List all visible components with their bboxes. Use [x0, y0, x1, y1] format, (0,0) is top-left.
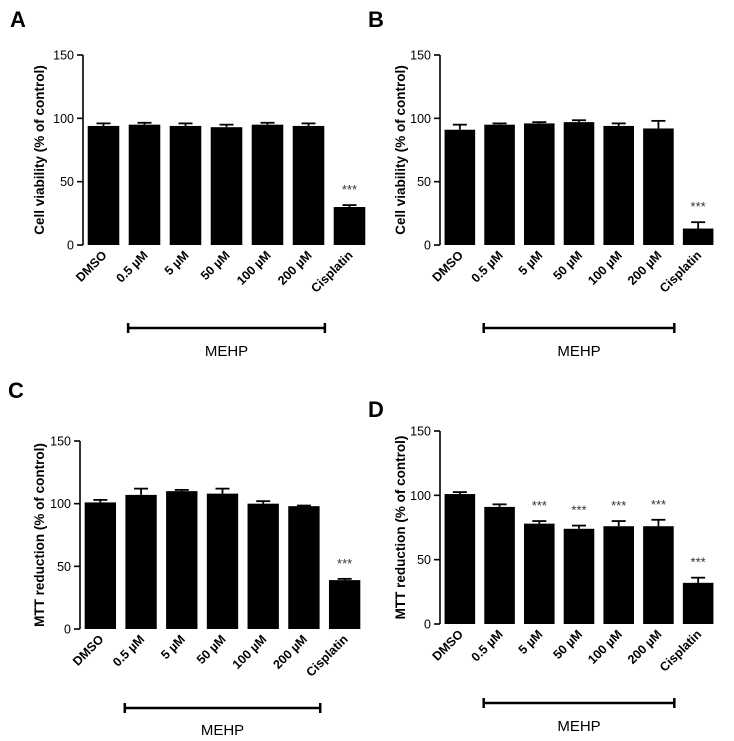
- x-tick-label: 0.5 µM: [469, 248, 506, 285]
- x-tick-label: 50 µM: [550, 627, 585, 662]
- y-tick-label: 100: [410, 112, 431, 126]
- bar: [643, 128, 674, 245]
- x-tick-label: Cisplatin: [657, 627, 704, 674]
- bar: [169, 125, 202, 245]
- bar: [292, 125, 325, 245]
- panel-letter: A: [10, 7, 26, 32]
- y-tick-label: 150: [50, 435, 71, 449]
- y-tick-label: 0: [67, 239, 74, 253]
- x-tick-label: 200 µM: [625, 627, 665, 667]
- y-tick-label: 100: [50, 497, 71, 511]
- x-tick-label: 50 µM: [198, 248, 233, 283]
- x-tick-label: 50 µM: [550, 248, 585, 283]
- x-tick-label: 100 µM: [585, 627, 625, 667]
- x-tick-label: 5 µM: [158, 632, 188, 662]
- y-tick-label: 50: [417, 175, 431, 189]
- panel-d: D MTT reduction (% of control) 0 50 100 150 DM…: [368, 397, 714, 735]
- x-tick-label: 200 µM: [270, 632, 310, 672]
- y-axis-label: MTT reduction (% of control): [393, 436, 408, 620]
- group-label: MEHP: [201, 722, 244, 739]
- group-label: MEHP: [557, 343, 600, 360]
- x-tick-label: 0.5 µM: [469, 627, 506, 664]
- bar: [328, 580, 361, 629]
- x-tick-label: 100 µM: [585, 248, 625, 288]
- significance-label: ***: [651, 497, 666, 512]
- y-tick-label: 0: [424, 239, 431, 253]
- bar: [210, 127, 243, 245]
- bar: [333, 207, 366, 245]
- panel-b: B Cell viability (% of control) 0 50 100 150 D…: [368, 7, 714, 360]
- significance-label: ***: [342, 182, 357, 197]
- y-tick-label: 150: [410, 425, 431, 439]
- x-tick-label: 50 µM: [194, 632, 229, 667]
- bar: [247, 503, 279, 629]
- bar: [603, 125, 635, 245]
- y-axis-label: Cell viability (% of control): [32, 65, 47, 235]
- y-tick-label: 0: [424, 618, 431, 632]
- panel-letter: C: [8, 378, 24, 403]
- bar: [523, 123, 555, 245]
- bar: [206, 493, 239, 629]
- significance-label: ***: [571, 503, 586, 518]
- x-tick-label: 200 µM: [625, 248, 665, 288]
- x-tick-label: 5 µM: [516, 248, 546, 278]
- bar: [523, 523, 555, 624]
- x-tick-label: DMSO: [430, 248, 467, 285]
- group-label: MEHP: [205, 343, 248, 360]
- bar: [84, 502, 117, 629]
- significance-label: ***: [532, 498, 547, 513]
- bar: [484, 124, 515, 245]
- x-tick-label: Cisplatin: [308, 248, 355, 295]
- panel-c: C MTT reduction (% of control) 0 50 100 150 DM…: [8, 378, 361, 739]
- x-tick-label: 100 µM: [230, 632, 270, 672]
- x-tick-label: DMSO: [70, 632, 107, 669]
- bar: [87, 125, 120, 245]
- bar: [484, 506, 515, 624]
- panel-a: A Cell viability (% of control) 0 50 100 150 D…: [10, 7, 366, 360]
- bar: [444, 494, 476, 624]
- y-tick-label: 0: [64, 623, 71, 637]
- x-tick-label: 100 µM: [234, 248, 274, 288]
- y-tick-label: 50: [417, 553, 431, 567]
- x-tick-label: Cisplatin: [657, 248, 704, 295]
- y-axis-label: Cell viability (% of control): [393, 65, 408, 235]
- bar: [563, 528, 595, 624]
- bar: [251, 124, 284, 245]
- x-tick-label: 5 µM: [162, 248, 192, 278]
- y-tick-label: 100: [410, 489, 431, 503]
- y-tick-label: 150: [410, 49, 431, 63]
- y-tick-label: 50: [57, 560, 71, 574]
- significance-label: ***: [337, 556, 352, 571]
- bar: [563, 122, 595, 245]
- x-tick-label: 0.5 µM: [110, 632, 147, 669]
- group-label: MEHP: [557, 718, 600, 735]
- bar: [603, 526, 635, 624]
- y-axis-label: MTT reduction (% of control): [32, 443, 47, 627]
- panel-letter: D: [368, 397, 384, 422]
- x-tick-label: 5 µM: [516, 627, 546, 657]
- bar: [682, 582, 714, 624]
- bar: [128, 124, 161, 245]
- x-tick-label: Cisplatin: [304, 632, 351, 679]
- significance-label: ***: [611, 498, 626, 513]
- bar: [125, 494, 157, 629]
- y-tick-label: 50: [60, 175, 74, 189]
- x-tick-label: DMSO: [430, 627, 467, 664]
- bar: [166, 491, 198, 629]
- panel-letter: B: [368, 7, 384, 32]
- x-tick-label: DMSO: [73, 248, 110, 285]
- y-tick-label: 150: [53, 49, 74, 63]
- bar: [682, 228, 714, 245]
- bar: [444, 129, 476, 245]
- bar: [643, 526, 674, 624]
- significance-label: ***: [691, 555, 706, 570]
- bar: [288, 506, 320, 629]
- x-tick-label: 0.5 µM: [114, 248, 151, 285]
- significance-label: ***: [691, 199, 706, 214]
- y-tick-label: 100: [53, 112, 74, 126]
- x-tick-label: 200 µM: [275, 248, 315, 288]
